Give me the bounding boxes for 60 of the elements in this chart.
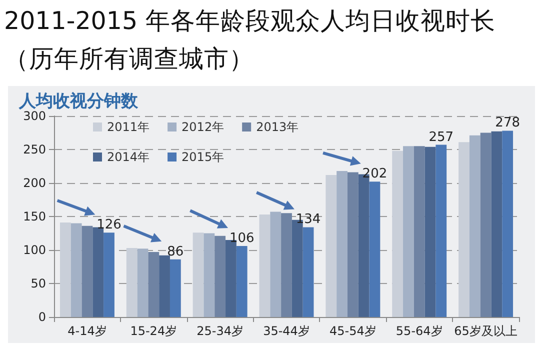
bar (302, 227, 314, 317)
legend-label: 2014年 (107, 150, 150, 164)
bar (414, 146, 425, 317)
legend-label: 2015年 (182, 150, 224, 164)
data-label: 126 (96, 218, 122, 233)
bar (170, 259, 181, 317)
bar (104, 232, 114, 317)
y-tick-label: 50 (30, 276, 46, 290)
data-label: 86 (167, 244, 184, 260)
y-axis-title: 人均收视分钟数 (18, 92, 139, 112)
bar (436, 144, 447, 317)
bar (336, 170, 348, 317)
bar (137, 248, 148, 317)
x-tick-label: 15-24岁 (130, 324, 178, 338)
x-tick-label: 35-44岁 (263, 324, 310, 338)
bar (236, 246, 248, 317)
legend-label: 2012年 (182, 120, 224, 134)
bar (347, 172, 358, 317)
bar (403, 146, 414, 317)
data-label: 134 (296, 212, 321, 228)
x-tick-label: 65岁及以上 (454, 324, 518, 338)
data-label: 106 (229, 230, 254, 246)
bar (392, 150, 404, 317)
y-tick-label: 150 (23, 210, 46, 224)
y-tick-label: 200 (23, 176, 46, 190)
bar (192, 232, 204, 317)
bar (259, 214, 270, 317)
data-label: 278 (495, 116, 520, 131)
bar (148, 252, 160, 317)
y-tick-label: 250 (23, 142, 46, 156)
bar (458, 142, 470, 317)
bar (469, 135, 480, 317)
bar (92, 227, 104, 317)
data-label: 257 (428, 130, 454, 145)
y-tick-label: 300 (23, 109, 46, 123)
bar (480, 132, 492, 317)
bar (491, 131, 502, 317)
bar (214, 236, 226, 317)
bar (70, 223, 82, 317)
x-tick-label: 25-34岁 (196, 324, 244, 338)
y-tick-label: 0 (38, 310, 46, 324)
data-label: 202 (362, 166, 388, 182)
bar (502, 130, 514, 317)
legend-label: 2011年 (107, 120, 150, 134)
bar (82, 226, 93, 317)
bar (424, 146, 436, 317)
bar (159, 255, 170, 317)
bar (126, 248, 138, 317)
bar (270, 212, 282, 317)
y-tick-label: 100 (23, 243, 46, 257)
x-tick-label: 45-54岁 (329, 324, 376, 338)
x-tick-label: 55-64岁 (396, 324, 443, 338)
x-tick-label: 4-14岁 (68, 324, 107, 338)
chart-title: 2011-2015 年各年龄段观众人均日收视时长（历年所有调查城市） (4, 5, 496, 75)
bar (204, 233, 215, 317)
bar (281, 213, 292, 317)
bar (60, 222, 71, 317)
legend-label: 2013年 (256, 120, 299, 134)
bar (369, 182, 380, 317)
bar (326, 174, 337, 317)
